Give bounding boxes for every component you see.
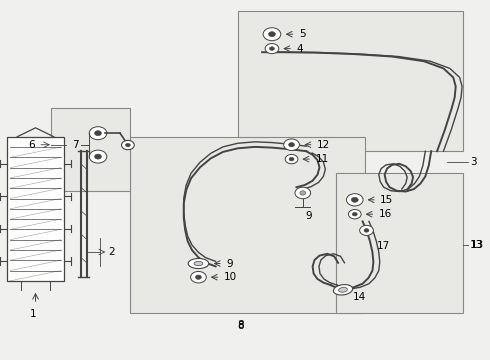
- Text: 13: 13: [471, 240, 485, 250]
- Circle shape: [295, 187, 311, 199]
- Circle shape: [125, 143, 130, 147]
- Text: 15: 15: [380, 195, 393, 205]
- Text: 12: 12: [317, 140, 330, 150]
- Text: 17: 17: [376, 240, 390, 251]
- Circle shape: [351, 197, 358, 202]
- Bar: [51, 108, 130, 191]
- Bar: [7, 137, 64, 281]
- Circle shape: [265, 44, 279, 54]
- Ellipse shape: [194, 261, 203, 266]
- Text: 8: 8: [237, 321, 244, 331]
- Text: 5: 5: [299, 29, 306, 39]
- Circle shape: [89, 150, 107, 163]
- Text: 8: 8: [237, 320, 244, 330]
- Text: 7: 7: [72, 140, 79, 150]
- Text: 10: 10: [224, 272, 237, 282]
- Bar: [336, 173, 463, 313]
- Circle shape: [289, 157, 294, 161]
- Circle shape: [89, 127, 107, 140]
- Circle shape: [191, 271, 206, 283]
- Bar: [130, 137, 365, 313]
- Circle shape: [284, 139, 299, 150]
- Circle shape: [285, 154, 298, 164]
- Text: 9: 9: [305, 211, 312, 221]
- Circle shape: [348, 210, 361, 219]
- Text: 13: 13: [469, 240, 483, 250]
- Text: 11: 11: [316, 154, 329, 164]
- Bar: [238, 11, 463, 151]
- Circle shape: [346, 194, 363, 206]
- Circle shape: [95, 154, 101, 159]
- Circle shape: [95, 131, 101, 136]
- Circle shape: [300, 191, 306, 195]
- Text: 9: 9: [226, 258, 233, 269]
- Text: 4: 4: [296, 44, 303, 54]
- Text: 1: 1: [30, 309, 36, 319]
- Text: 14: 14: [353, 292, 366, 302]
- Ellipse shape: [339, 287, 347, 292]
- Text: 2: 2: [108, 247, 115, 257]
- Circle shape: [289, 143, 294, 147]
- Text: 3: 3: [470, 157, 477, 167]
- Circle shape: [196, 275, 201, 279]
- Circle shape: [269, 32, 275, 37]
- Circle shape: [122, 140, 134, 150]
- Circle shape: [364, 229, 369, 232]
- Ellipse shape: [188, 258, 209, 269]
- Text: 16: 16: [379, 209, 392, 219]
- Circle shape: [263, 28, 281, 41]
- Circle shape: [270, 47, 274, 50]
- Circle shape: [352, 212, 357, 216]
- Circle shape: [360, 225, 373, 235]
- Ellipse shape: [333, 285, 353, 295]
- Text: 6: 6: [28, 140, 35, 150]
